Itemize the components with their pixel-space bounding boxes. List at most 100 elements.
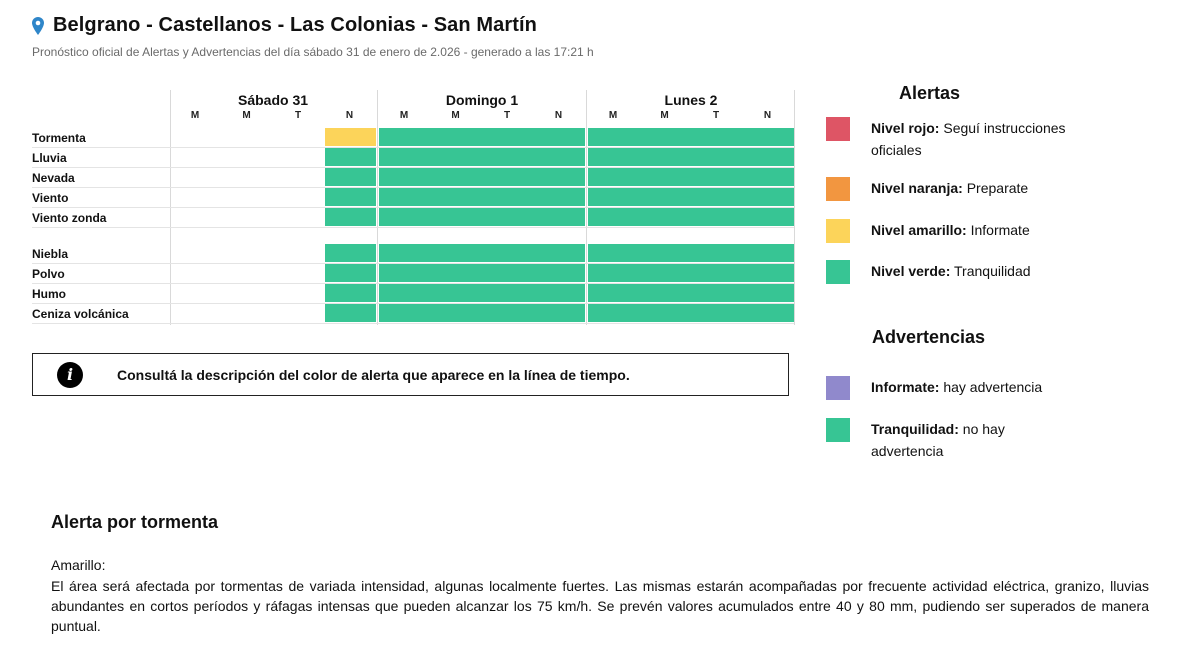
level-cell-verde [324, 148, 376, 166]
level-cell-verde [742, 244, 794, 262]
row-separator [32, 167, 794, 168]
row-separator [32, 303, 794, 304]
alert-title: Alerta por tormenta [51, 512, 219, 532]
level-cell-verde [691, 264, 743, 282]
level-cell-verde [379, 148, 431, 166]
page-header: Belgrano - Castellanos - Las Colonias - … [32, 14, 594, 59]
level-cell-verde [691, 148, 743, 166]
day-header: Sábado 31 [237, 92, 309, 108]
level-cell-verde [379, 128, 431, 146]
level-cell-verde [639, 284, 692, 302]
level-cell-verde [482, 128, 534, 146]
title-row: Belgrano - Castellanos - Las Colonias - … [32, 14, 594, 37]
level-cell-verde [588, 244, 640, 262]
legend-advertencias-title: Advertencias [872, 327, 986, 347]
level-cell-verde [482, 244, 534, 262]
info-icon: i [57, 361, 83, 388]
legend-item-rojo: Nivel rojo: Seguí instrucciones oficiale… [826, 117, 1071, 161]
level-cell-verde [742, 128, 794, 146]
level-cell-amarillo [324, 128, 376, 146]
day-header: Lunes 2 [664, 92, 718, 108]
level-cell-verde [533, 168, 585, 186]
level-cell-verde [742, 284, 794, 302]
location-pin-icon [32, 16, 44, 35]
level-cell-verde [379, 304, 431, 322]
level-cell-verde [639, 188, 692, 206]
legend-desc: hay advertencia [939, 379, 1043, 395]
level-cell-verde [533, 208, 585, 226]
legend-strong: Tranquilidad: [871, 421, 959, 437]
period-label: T [712, 110, 720, 121]
level-cell-verde [533, 128, 585, 146]
level-cell-verde [691, 168, 743, 186]
level-cell-verde [588, 128, 640, 146]
alert-description: El área será afectada por tormentas de v… [51, 578, 1149, 634]
level-cell-verde [482, 208, 534, 226]
period-label: T [503, 110, 511, 121]
level-cell-verde [379, 244, 431, 262]
level-cell-verde [639, 168, 692, 186]
level-cell-verde [691, 188, 743, 206]
level-cell-verde [691, 208, 743, 226]
level-cell-verde [742, 148, 794, 166]
legend-desc: Preparate [962, 180, 1029, 196]
legend-item-naranja: Nivel naranja: Preparate [826, 177, 1071, 201]
hazard-label: Ceniza volcánica [32, 307, 129, 321]
legend-swatch-rojo [826, 117, 850, 141]
legend-swatch-verde [826, 260, 850, 284]
legend-item-verde: Nivel verde: Tranquilidad [826, 260, 1071, 284]
level-cell-verde [588, 188, 640, 206]
level-cell-verde [379, 208, 431, 226]
level-cell-verde [324, 284, 376, 302]
level-cell-verde [482, 148, 534, 166]
legend-desc: Tranquilidad [950, 263, 1031, 279]
level-cell-verde [430, 128, 483, 146]
level-cell-verde [533, 304, 585, 322]
level-cell-verde [588, 264, 640, 282]
level-cell-verde [430, 208, 483, 226]
level-cell-verde [742, 304, 794, 322]
level-cell-verde [691, 128, 743, 146]
page-title: Belgrano - Castellanos - Las Colonias - … [53, 14, 537, 36]
legend-item-amarillo: Nivel amarillo: Informate [826, 219, 1071, 243]
level-cell-verde [430, 148, 483, 166]
level-cell-verde [324, 168, 376, 186]
legend-strong: Informate: [871, 379, 940, 395]
level-cell-verde [639, 128, 692, 146]
level-cell-verde [430, 168, 483, 186]
hazard-label: Polvo [32, 267, 65, 281]
period-label: N [554, 110, 563, 121]
legend-desc: Seguí instrucciones oficiales [871, 120, 1066, 158]
level-cell-verde [691, 284, 743, 302]
level-cell-verde [430, 188, 483, 206]
period-label: M [660, 110, 669, 121]
level-cell-verde [639, 148, 692, 166]
info-box-text: Consultá la descripción del color de ale… [117, 366, 630, 383]
level-cell-verde [639, 264, 692, 282]
period-label: M [608, 110, 618, 121]
level-cell-verde [742, 168, 794, 186]
level-cell-verde [588, 208, 640, 226]
legend-desc: no hay advertencia [871, 421, 1005, 459]
level-cell-verde [430, 244, 483, 262]
level-cell-verde [482, 168, 534, 186]
row-separator [32, 207, 794, 208]
hazard-label: Viento [32, 191, 69, 205]
level-cell-verde [742, 208, 794, 226]
level-cell-verde [533, 148, 585, 166]
alert-timeline: Sábado 31 M M T N Domingo 1 M M T N Lunes 2 M M T N Tor… [32, 90, 795, 330]
level-cell-verde [588, 284, 640, 302]
row-separator [32, 227, 794, 228]
hazard-label: Lluvia [32, 151, 67, 165]
level-cell-verde [482, 188, 534, 206]
hazard-label: Humo [32, 287, 66, 301]
level-cell-verde [639, 244, 692, 262]
level-cell-verde [379, 188, 431, 206]
hazard-label: Tormenta [32, 131, 86, 145]
period-label: M [451, 110, 460, 121]
info-box: i Consultá la descripción del color de a… [32, 353, 789, 396]
level-cell-verde [639, 208, 692, 226]
row-separator [32, 323, 794, 324]
level-cell-verde [324, 304, 376, 322]
hazard-label: Niebla [32, 247, 69, 261]
